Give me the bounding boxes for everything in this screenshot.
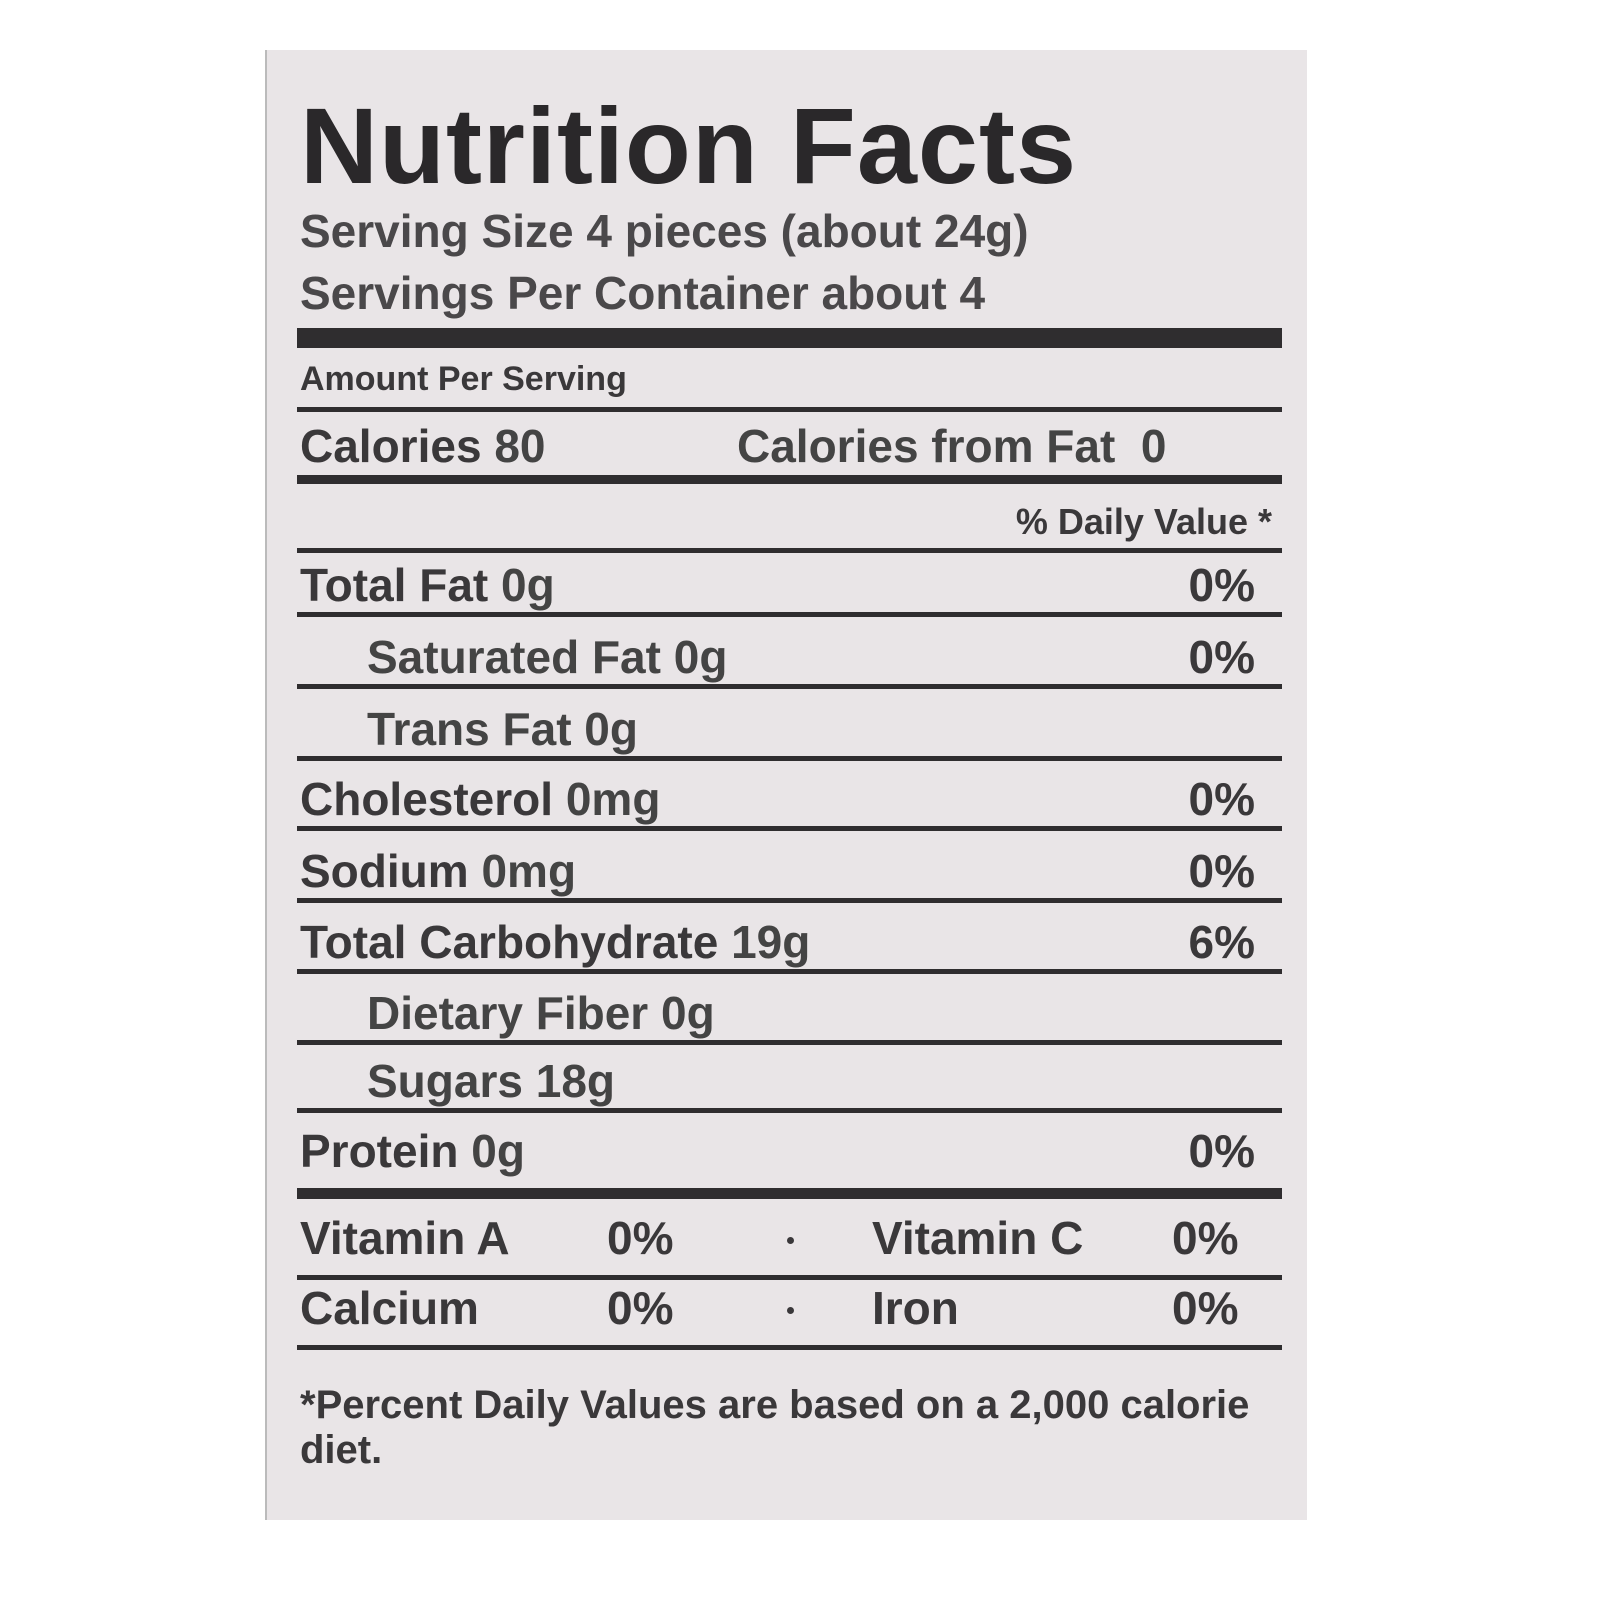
nutrient-dv: 0% xyxy=(1188,631,1255,683)
rule xyxy=(297,548,1282,553)
nutrient-amount: 0mg xyxy=(481,845,577,897)
nutrient-dv: 0% xyxy=(1188,773,1255,825)
nutrient-name: Cholesterol xyxy=(300,773,554,825)
daily-value-header: % Daily Value * xyxy=(1015,501,1272,542)
amount-per-serving: Amount Per Serving xyxy=(300,360,627,398)
vitamin-name: Vitamin C xyxy=(872,1212,1084,1264)
rule xyxy=(297,1345,1282,1350)
serving-size: Serving Size 4 pieces (about 24g) xyxy=(300,205,1029,257)
nutrient: Total Fat 0g xyxy=(300,562,555,608)
vitamin-name: Calcium xyxy=(300,1282,479,1334)
rule xyxy=(297,407,1282,412)
calories: Calories 80 xyxy=(300,423,545,469)
nutrient-amount: 0g xyxy=(471,1125,525,1177)
nutrient: Sodium 0mg xyxy=(300,848,576,894)
rule xyxy=(297,756,1282,761)
nutrient-name: Sodium xyxy=(300,845,469,897)
nutrient-name: Sugars xyxy=(367,1055,523,1107)
servings-per-container: Servings Per Container about 4 xyxy=(300,267,986,319)
footnote: *Percent Daily Values are based on a 2,0… xyxy=(300,1383,1250,1472)
calories-label: Calories xyxy=(300,420,482,472)
nutrient-amount: 0mg xyxy=(565,773,661,825)
separator-dot xyxy=(787,1237,794,1244)
rule xyxy=(297,969,1282,974)
thick-rule xyxy=(297,1188,1282,1199)
nutrient-amount: 18g xyxy=(535,1055,615,1107)
rule xyxy=(297,684,1282,689)
nutrient-name: Dietary Fiber xyxy=(367,987,649,1039)
title: Nutrition Facts xyxy=(300,85,1078,206)
rule xyxy=(297,898,1282,903)
nutrient: Protein 0g xyxy=(300,1128,525,1174)
nutrient-amount: 19g xyxy=(731,916,811,968)
calories-from-fat-label: Calories from Fat xyxy=(737,420,1116,472)
rule xyxy=(297,1275,1282,1280)
calories-value: 80 xyxy=(494,420,546,472)
nutrient-amount: 0g xyxy=(661,987,715,1039)
nutrient-name: Trans Fat xyxy=(367,703,572,755)
nutrient: Saturated Fat 0g xyxy=(367,634,727,680)
nutrient-dv: 6% xyxy=(1188,916,1255,968)
thick-rule xyxy=(297,328,1282,348)
rule xyxy=(297,826,1282,831)
nutrient: Cholesterol 0mg xyxy=(300,776,660,822)
rule xyxy=(297,1040,1282,1045)
nutrient-amount: 0g xyxy=(584,703,638,755)
nutrient-name: Total Fat xyxy=(300,559,489,611)
vitamin-dv: 0% xyxy=(607,1212,674,1264)
nutrient-name: Protein xyxy=(300,1125,459,1177)
nutrient-dv: 0% xyxy=(1188,845,1255,897)
separator-dot xyxy=(787,1307,794,1314)
nutrient: Sugars 18g xyxy=(367,1058,615,1104)
vitamin-name: Iron xyxy=(872,1282,959,1334)
nutrient: Total Carbohydrate 19g xyxy=(300,919,810,965)
rule xyxy=(297,1108,1282,1113)
nutrient: Dietary Fiber 0g xyxy=(367,990,715,1036)
nutrient-name: Total Carbohydrate xyxy=(300,916,719,968)
nutrient-name: Saturated Fat xyxy=(367,631,661,683)
nutrition-label: Nutrition Facts Serving Size 4 pieces (a… xyxy=(265,50,1307,1520)
nutrient-dv: 0% xyxy=(1188,559,1255,611)
rule xyxy=(297,475,1282,484)
calories-from-fat: Calories from Fat 0 xyxy=(737,423,1166,469)
calories-from-fat-value: 0 xyxy=(1140,420,1167,472)
rule xyxy=(297,612,1282,617)
vitamin-dv: 0% xyxy=(1172,1212,1239,1264)
vitamin-name: Vitamin A xyxy=(300,1212,510,1264)
nutrient: Trans Fat 0g xyxy=(367,706,638,752)
nutrient-amount: 0g xyxy=(501,559,555,611)
nutrient-amount: 0g xyxy=(673,631,728,683)
nutrient-dv: 0% xyxy=(1188,1125,1255,1177)
vitamin-dv: 0% xyxy=(1172,1282,1239,1334)
vitamin-dv: 0% xyxy=(607,1282,674,1334)
